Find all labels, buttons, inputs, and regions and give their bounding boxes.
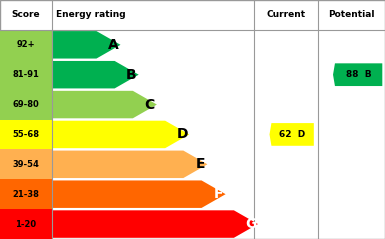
Text: 1-20: 1-20 (15, 220, 37, 228)
Polygon shape (333, 63, 382, 86)
Bar (0, 60, 52, 90)
Polygon shape (52, 91, 157, 118)
Polygon shape (52, 31, 121, 59)
Text: Energy rating: Energy rating (56, 11, 126, 19)
Bar (0, 120, 52, 149)
Text: 62  D: 62 D (280, 130, 306, 139)
Text: 69-80: 69-80 (13, 100, 39, 109)
Bar (0, 30, 52, 60)
Polygon shape (52, 61, 139, 88)
Text: G: G (245, 217, 256, 231)
Text: 39-54: 39-54 (13, 160, 39, 169)
Text: Potential: Potential (328, 11, 375, 19)
Text: C: C (144, 98, 155, 112)
Polygon shape (52, 180, 226, 208)
Polygon shape (52, 210, 258, 238)
Text: D: D (176, 127, 188, 141)
Text: F: F (214, 187, 223, 201)
Bar (0, 179, 52, 209)
Text: Current: Current (266, 11, 305, 19)
Bar (0, 209, 52, 239)
Text: 88  B: 88 B (346, 70, 372, 79)
Text: 21-38: 21-38 (13, 190, 39, 199)
Bar (0, 90, 52, 120)
Text: 55-68: 55-68 (12, 130, 40, 139)
Bar (0, 149, 52, 179)
Polygon shape (52, 151, 208, 178)
Text: E: E (196, 157, 205, 171)
Text: 92+: 92+ (17, 40, 35, 49)
Text: Score: Score (12, 11, 40, 19)
Text: A: A (108, 38, 119, 52)
Polygon shape (270, 123, 314, 146)
Polygon shape (52, 121, 189, 148)
Text: B: B (126, 68, 137, 82)
Text: 81-91: 81-91 (13, 70, 39, 79)
